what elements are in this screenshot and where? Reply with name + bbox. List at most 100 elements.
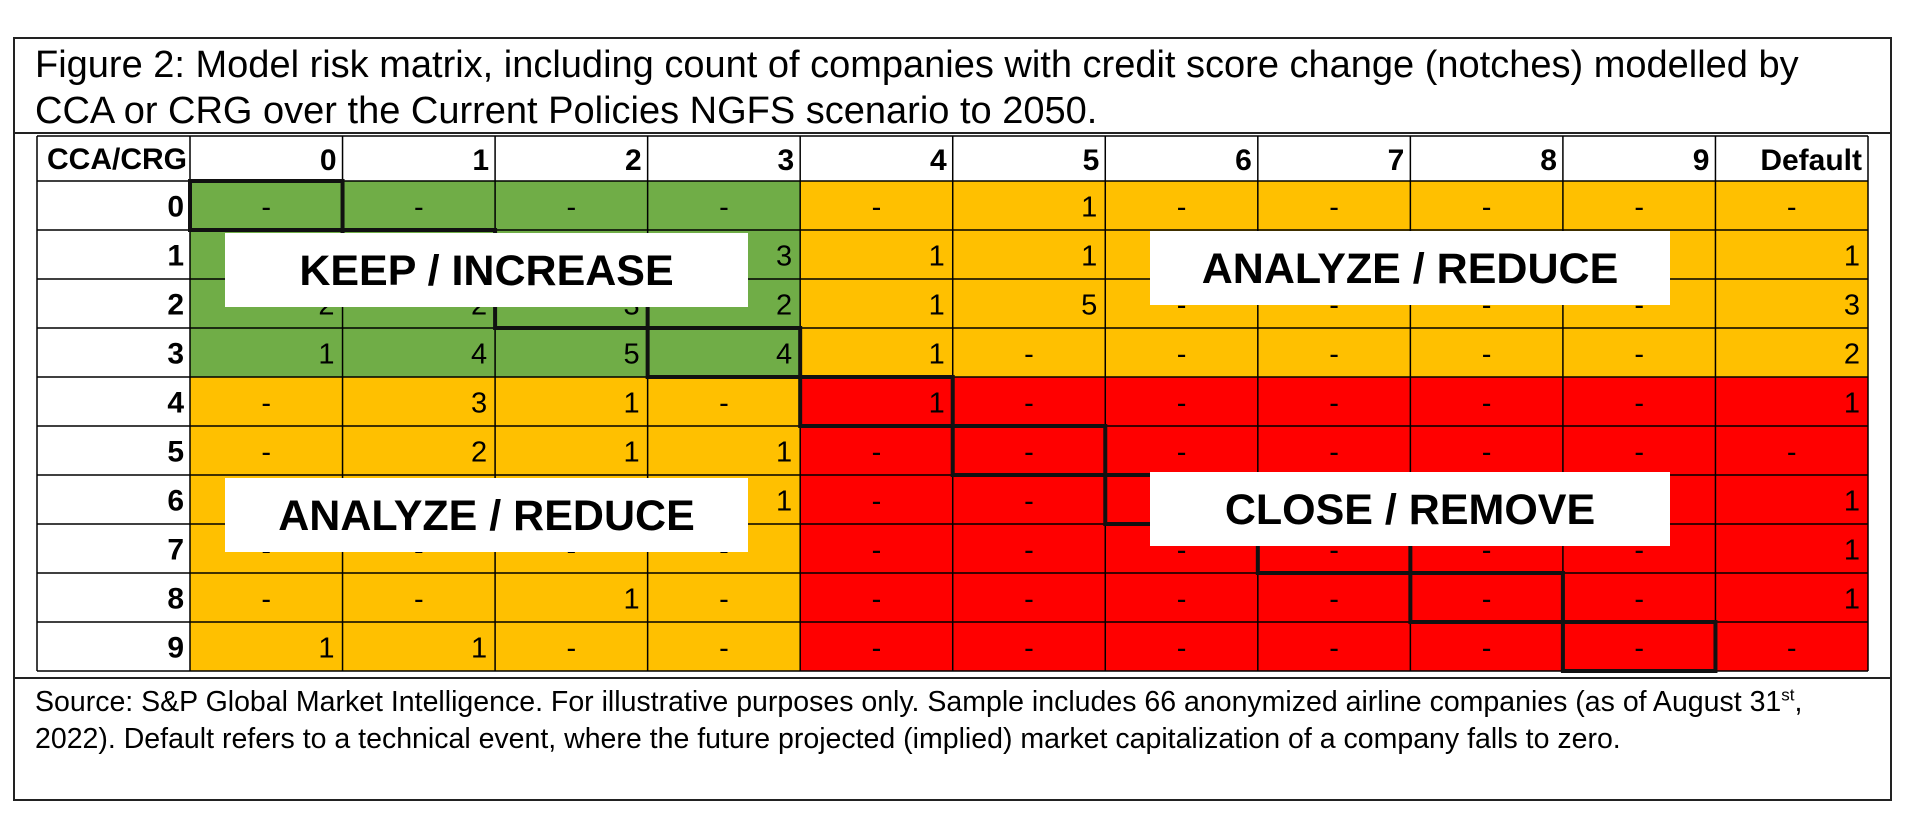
cell-value: 5 <box>623 339 639 371</box>
matrix-cell <box>1257 328 1411 377</box>
column-header: 1 <box>472 144 489 177</box>
cell-value: - <box>1787 437 1797 469</box>
cell-value: - <box>1177 535 1187 567</box>
cell-value: 2 <box>776 290 792 322</box>
column-header: 7 <box>1388 144 1405 177</box>
matrix-cell <box>1562 573 1716 622</box>
matrix-cell <box>800 622 953 671</box>
diagonal-highlight-cell <box>950 424 1108 477</box>
corner-label: CCA/CRG <box>47 143 187 176</box>
cell-value: - <box>1482 584 1492 616</box>
cell-value: 1 <box>318 339 334 371</box>
matrix-cell <box>495 426 648 475</box>
cell-value: - <box>719 388 729 420</box>
cell-value: - <box>719 192 729 224</box>
cell-value: - <box>261 388 271 420</box>
matrix-cell <box>342 622 496 671</box>
cell-value: 1 <box>1844 486 1860 518</box>
cell-value: 2 <box>471 437 487 469</box>
diagonal-highlight-cell <box>1408 571 1565 624</box>
matrix-cell <box>1257 573 1411 622</box>
matrix-cell <box>190 622 343 671</box>
cell-value: - <box>1024 633 1034 665</box>
matrix-cell <box>495 573 648 622</box>
cell-value: - <box>1482 633 1492 665</box>
cell-value: 1 <box>623 584 639 616</box>
cell-value: 1 <box>1081 241 1097 273</box>
matrix-cell <box>1562 426 1716 475</box>
matrix-cell <box>1715 524 1868 573</box>
matrix-cell <box>495 377 648 426</box>
row-header: 6 <box>167 485 184 518</box>
matrix-cell <box>1105 377 1258 426</box>
matrix-cell <box>1715 475 1868 524</box>
column-header: 3 <box>777 144 794 177</box>
cell-value: 1 <box>929 339 945 371</box>
cell-value: - <box>1329 535 1339 567</box>
cell-value: - <box>1634 339 1644 371</box>
diagonal-highlight-cell <box>188 179 345 232</box>
matrix-cell <box>952 328 1106 377</box>
cell-value: - <box>719 633 729 665</box>
matrix-cell <box>495 328 648 377</box>
cell-value: 1 <box>623 437 639 469</box>
matrix-cell <box>800 279 953 328</box>
zone-label: KEEP / INCREASE <box>299 247 673 295</box>
matrix-cell <box>800 573 953 622</box>
matrix-cell <box>1257 181 1411 230</box>
matrix-cell <box>1562 181 1716 230</box>
cell-value: 1 <box>929 290 945 322</box>
row-header: 4 <box>167 387 184 420</box>
matrix-cell <box>952 426 1106 475</box>
cell-value: 1 <box>1844 388 1860 420</box>
cell-value: - <box>1024 388 1034 420</box>
cell-value: - <box>1634 437 1644 469</box>
matrix-cell <box>800 230 953 279</box>
cell-value: - <box>1024 437 1034 469</box>
diagonal-highlight-cell <box>1560 620 1718 673</box>
cell-value: - <box>567 633 577 665</box>
cell-value: - <box>1329 339 1339 371</box>
matrix-cell <box>952 524 1106 573</box>
cell-value: - <box>261 192 271 224</box>
cell-value: 1 <box>318 633 334 665</box>
cell-value: - <box>1024 486 1034 518</box>
cell-value: - <box>1634 584 1644 616</box>
matrix-cell <box>1715 181 1868 230</box>
matrix-cell <box>1715 426 1868 475</box>
cell-value: - <box>261 584 271 616</box>
cell-value: - <box>872 633 882 665</box>
cell-value: - <box>567 192 577 224</box>
column-header: 9 <box>1693 144 1710 177</box>
matrix-cell <box>342 328 496 377</box>
matrix-cell <box>952 230 1106 279</box>
matrix-cell <box>800 475 953 524</box>
cell-value: - <box>1787 192 1797 224</box>
cell-value: - <box>1177 192 1187 224</box>
matrix-cell <box>1410 377 1563 426</box>
matrix-cell <box>1257 426 1411 475</box>
cell-value: 4 <box>776 339 792 371</box>
row-header: 0 <box>167 191 184 224</box>
source-text-1: Source: S&P Global Market Intelligence. … <box>35 686 1782 718</box>
matrix-cell <box>190 328 343 377</box>
cell-value: - <box>1634 290 1644 322</box>
matrix-cell <box>952 279 1106 328</box>
cell-value: - <box>1329 584 1339 616</box>
matrix-cell <box>800 524 953 573</box>
row-header: 2 <box>167 289 184 322</box>
matrix-cell <box>1562 328 1716 377</box>
cell-value: 5 <box>1081 290 1097 322</box>
cell-value: - <box>1634 192 1644 224</box>
cell-value: - <box>1177 584 1187 616</box>
column-header: 8 <box>1540 144 1557 177</box>
source-divider <box>13 677 1892 679</box>
matrix-cell <box>647 573 801 622</box>
zone-label: ANALYZE / REDUCE <box>278 492 695 540</box>
matrix-cell <box>647 377 801 426</box>
cell-value: - <box>872 535 882 567</box>
column-header: 0 <box>320 144 337 177</box>
cell-value: - <box>1329 388 1339 420</box>
row-header: 3 <box>167 338 184 371</box>
cell-value: - <box>1787 633 1797 665</box>
